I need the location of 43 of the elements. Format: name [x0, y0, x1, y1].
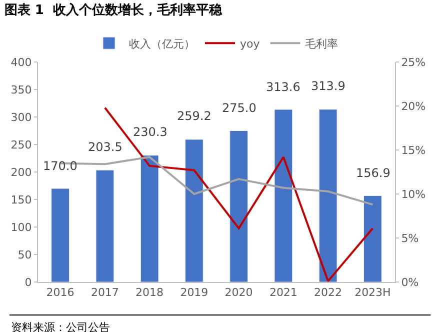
y-tick-label: 300	[10, 110, 32, 124]
bar	[318, 109, 338, 282]
y-tick-label: 400	[10, 56, 32, 69]
data-label: 313.9	[311, 79, 346, 93]
y-tick-label: 350	[10, 83, 32, 96]
bar	[185, 139, 204, 282]
y-tick-label: 0	[24, 276, 32, 289]
x-tick-label: 2016	[46, 286, 74, 300]
x-tick-label: 2022	[314, 286, 342, 300]
data-label: 170.0	[43, 159, 78, 173]
data-label: 313.6	[266, 80, 300, 94]
bar	[364, 195, 382, 282]
x-tick-label: 2020	[224, 286, 253, 300]
data-label: 156.9	[356, 166, 390, 180]
y-tick-label: 100	[10, 220, 32, 234]
y2-tick-label: 10%	[401, 188, 426, 201]
y2-tick-label: 5%	[401, 232, 419, 245]
y2-tick-label: 25%	[401, 56, 426, 69]
x-tick-label: 2018	[136, 286, 164, 300]
data-label: 275.0	[222, 101, 256, 115]
bar	[274, 109, 293, 282]
y-tick-label: 50	[18, 248, 32, 262]
bar	[96, 170, 114, 282]
bar	[51, 188, 70, 282]
y2-tick-label: 0%	[401, 276, 419, 289]
x-tick-label: 2019	[180, 286, 208, 300]
legend-label: 毛利率	[305, 37, 338, 50]
legend-label: 收入（亿元）	[129, 37, 195, 50]
x-tick-label: 2023H	[354, 286, 391, 300]
bar	[140, 155, 159, 282]
chart-title: 图表 1 收入个位数增长，毛利率平稳	[4, 2, 224, 18]
bar	[230, 130, 248, 282]
data-label: 230.3	[133, 125, 168, 139]
y2-tick-label: 15%	[401, 144, 426, 157]
data-label: 203.5	[88, 140, 122, 154]
y-tick-label: 150	[10, 193, 32, 206]
legend-label: yoy	[240, 37, 260, 50]
x-tick-label: 2021	[269, 286, 298, 300]
y-tick-label: 200	[10, 166, 32, 179]
data-label: 259.2	[177, 109, 212, 123]
x-tick-label: 2017	[90, 286, 119, 300]
y-tick-label: 250	[10, 138, 32, 152]
y2-tick-label: 20%	[401, 100, 426, 113]
